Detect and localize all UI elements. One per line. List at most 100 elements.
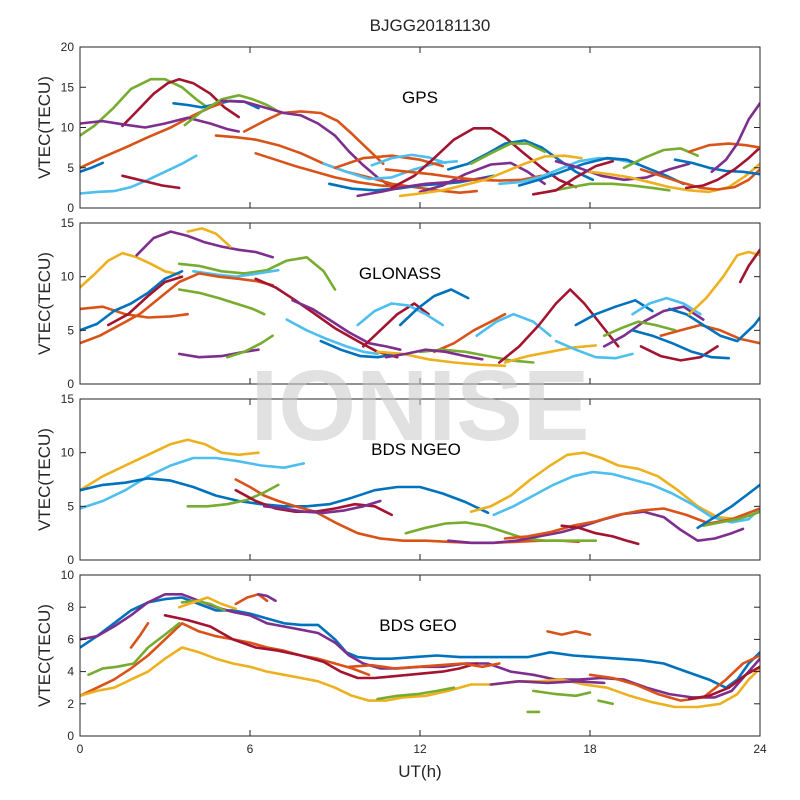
series-line-bds-ngeo-6 (262, 499, 382, 515)
panel-gps: 0 5 10 15 20 VTEC(TECU) GPS (35, 40, 761, 215)
watermark: IONISE (251, 350, 590, 462)
y-tick-label-gps-3: 15 (61, 80, 75, 94)
series-line-bds-ngeo-2 (80, 477, 490, 515)
series-line-gps-6 (243, 110, 385, 165)
series-line-glonass-3 (177, 255, 337, 291)
y-tick-label-glonass-1: 5 (67, 323, 74, 337)
series-line-glonass-14 (285, 318, 379, 356)
series-line-glonass-25 (497, 288, 620, 364)
series-line-glonass-1 (135, 230, 275, 259)
series-line-glonass-28 (602, 305, 705, 348)
series-line-gps-11 (80, 161, 104, 174)
series-line-bds-ngeo-13 (701, 510, 760, 528)
series-line-glonass-24 (503, 344, 598, 364)
x-tick-label-bds-geo-0: 0 (77, 742, 84, 756)
series-line-glonass-7 (80, 272, 275, 345)
series-line-glonass-18 (398, 288, 470, 327)
series-line-glonass-20 (376, 350, 507, 368)
y-tick-label-bds-geo-0: 0 (67, 729, 74, 743)
y-tick-label-gps-4: 20 (61, 40, 75, 54)
series-line-glonass-12 (254, 277, 399, 359)
y-tick-label-glonass-2: 10 (61, 270, 75, 284)
series-line-bds-geo-19 (687, 665, 760, 701)
panel-annotation-glonass: GLONASS (359, 264, 441, 283)
y-axis-label-bds-ngeo: VTEC(TECU) (35, 428, 54, 531)
panel-glonass: 0 5 10 15 VTEC(TECU) GLONASS (35, 216, 761, 391)
series-line-glonass-4 (192, 268, 280, 279)
series-line-glonass-36 (738, 248, 760, 284)
y-tick-label-bds-geo-4: 8 (67, 600, 74, 614)
series-line-bds-geo-17 (489, 679, 606, 686)
series-group-glonass (80, 227, 760, 368)
series-line-glonass-10 (177, 348, 260, 359)
series-line-gps-28 (554, 160, 691, 182)
y-tick-label-bds-geo-5: 10 (61, 568, 75, 582)
series-line-gps-13 (322, 160, 459, 181)
y-tick-label-bds-ngeo-1: 5 (67, 499, 74, 513)
series-line-glonass-35 (687, 250, 760, 316)
x-tick-label-bds-geo-3: 18 (583, 742, 597, 756)
series-line-gps-5 (183, 94, 280, 127)
series-line-gps-32 (673, 158, 760, 176)
series-line-bds-geo-18 (588, 654, 760, 702)
series-line-bds-ngeo-12 (560, 524, 640, 546)
y-tick-label-bds-ngeo-3: 15 (61, 392, 75, 406)
series-line-bds-ngeo-7 (404, 521, 598, 543)
series-line-bds-geo-6 (177, 596, 238, 611)
y-tick-label-bds-geo-2: 4 (67, 665, 74, 679)
series-line-gps-12 (121, 174, 181, 190)
series-line-glonass-27 (574, 298, 654, 327)
y-tick-label-glonass-0: 0 (67, 377, 74, 391)
series-line-glonass-33 (659, 323, 760, 345)
series-line-glonass-29 (602, 320, 677, 338)
series-line-glonass-30 (631, 296, 702, 316)
series-group-gps (80, 77, 760, 198)
series-line-gps-14 (333, 154, 445, 170)
x-tick-label-bds-geo-1: 6 (247, 742, 254, 756)
y-tick-label-bds-ngeo-2: 10 (61, 446, 75, 460)
series-line-gps-23 (398, 154, 583, 198)
series-line-bds-ngeo-4 (186, 483, 280, 508)
series-line-bds-geo-0 (80, 596, 760, 690)
series-line-gps-19 (418, 161, 547, 194)
series-line-bds-ngeo-1 (80, 456, 306, 510)
series-line-gps-4 (80, 116, 240, 133)
series-line-gps-0 (80, 77, 209, 137)
y-tick-label-gps-1: 5 (67, 161, 74, 175)
series-line-glonass-31 (639, 345, 719, 362)
series-line-glonass-22 (384, 348, 484, 361)
series-line-bds-geo-9 (129, 621, 150, 649)
figure-title: BJGG20181130 (370, 16, 491, 35)
series-line-glonass-19 (432, 312, 507, 354)
series-line-bds-geo-11 (347, 662, 501, 670)
series-line-glonass-9 (177, 288, 266, 316)
series-line-bds-geo-7 (234, 592, 269, 606)
y-axis-label-gps: VTEC(TECU) (35, 76, 54, 179)
series-line-bds-geo-10 (163, 613, 479, 680)
series-line-glonass-8 (107, 275, 184, 327)
series-line-bds-ngeo-3 (234, 478, 581, 545)
series-line-gps-31 (639, 168, 760, 191)
series-line-bds-geo-2 (80, 621, 371, 698)
series-line-gps-30 (622, 147, 700, 170)
series-line-gps-21 (469, 142, 547, 165)
plot-area-bds-ngeo (80, 399, 760, 560)
series-line-glonass-34 (667, 307, 760, 343)
y-tick-label-bds-geo-1: 2 (67, 697, 74, 711)
series-line-gps-26 (546, 182, 671, 194)
y-axis-label-glonass: VTEC(TECU) (35, 252, 54, 355)
x-axis-label: UT(h) (398, 762, 441, 781)
series-line-gps-9 (254, 152, 405, 189)
series-line-gps-7 (220, 99, 394, 189)
series-line-gps-29 (588, 162, 760, 194)
series-line-gps-27 (531, 160, 615, 196)
y-tick-label-bds-geo-3: 6 (67, 632, 74, 646)
series-line-gps-33 (684, 146, 760, 190)
series-line-glonass-26 (554, 339, 634, 360)
series-line-glonass-32 (631, 328, 731, 360)
series-line-glonass-2 (186, 227, 232, 248)
series-line-bds-geo-5 (180, 599, 226, 612)
series-line-glonass-15 (319, 339, 394, 359)
